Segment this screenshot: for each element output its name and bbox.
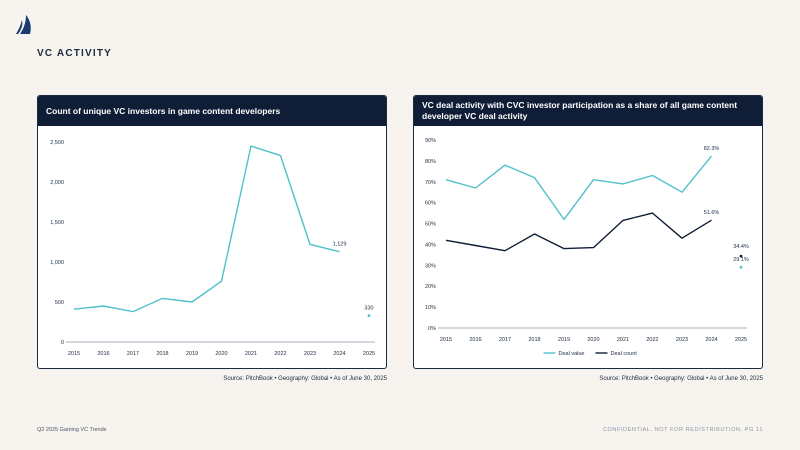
- y-tick-label: 60%: [425, 201, 436, 207]
- x-tick-label: 2020: [215, 351, 227, 357]
- chart-panel-investors: Count of unique VC investors in game con…: [37, 95, 387, 369]
- data-label: 1,129: [333, 242, 347, 248]
- x-tick-label: 2020: [587, 337, 599, 343]
- data-label: 34.4%: [733, 244, 749, 250]
- data-point: [739, 254, 743, 258]
- x-tick-label: 2015: [68, 351, 80, 357]
- chart-panel-cvc-share: VC deal activity with CVC investor parti…: [413, 95, 763, 369]
- data-point: [739, 265, 743, 269]
- legend-label: Deal count: [611, 351, 638, 357]
- legend-label: Deal value: [559, 351, 585, 357]
- footer-report-name: Q2 2025 Gaming VC Trends: [37, 427, 107, 433]
- y-tick-label: 1,000: [50, 260, 64, 266]
- x-tick-label: 2021: [245, 351, 257, 357]
- investors-line-chart: 0 500 1,000 1,500 2,000 2,500 2015 2016 2017 2018…: [50, 140, 375, 357]
- x-tick-label: 2017: [127, 351, 139, 357]
- section-title: VC ACTIVITY: [37, 48, 113, 59]
- x-tick-label: 2023: [304, 351, 316, 357]
- x-tick-label: 2019: [186, 351, 198, 357]
- x-tick-label: 2018: [156, 351, 168, 357]
- x-tick-label: 2022: [646, 337, 658, 343]
- series-line: [445, 155, 713, 221]
- x-tick-label: 2024: [705, 337, 717, 343]
- data-point: [367, 314, 371, 317]
- y-tick-label: 80%: [425, 159, 436, 165]
- y-tick-label: 10%: [425, 305, 436, 311]
- chart-source: Source: PitchBook • Geography: Global • …: [599, 376, 763, 382]
- y-tick-label: 500: [55, 300, 64, 306]
- x-tick-label: 2025: [363, 351, 375, 357]
- cvc-share-line-chart: 0% 10% 20% 30% 40% 50% 60% 70% 80% 90% 2015 2016 201…: [425, 138, 749, 357]
- x-tick-label: 2016: [469, 337, 481, 343]
- data-label: 51.6%: [704, 210, 720, 216]
- x-tick-label: 2018: [528, 337, 540, 343]
- x-tick-label: 2017: [499, 337, 511, 343]
- y-tick-label: 2,000: [50, 180, 64, 186]
- chart-source: Source: PitchBook • Geography: Global • …: [223, 376, 387, 382]
- x-tick-label: 2019: [558, 337, 570, 343]
- x-tick-label: 2021: [617, 337, 629, 343]
- data-label: 330: [364, 306, 373, 312]
- chart-title: Count of unique VC investors in game con…: [38, 96, 386, 126]
- data-label: 82.3%: [704, 146, 720, 152]
- x-tick-label: 2015: [440, 337, 452, 343]
- y-tick-label: 2,500: [50, 140, 64, 146]
- x-tick-label: 2025: [735, 337, 747, 343]
- series-line: [73, 145, 340, 313]
- chart-title: VC deal activity with CVC investor parti…: [414, 96, 762, 126]
- y-tick-label: 1,500: [50, 220, 64, 226]
- footer-confidential: CONFIDENTIAL. NOT FOR REDISTRIBUTION. PG…: [602, 427, 763, 433]
- x-tick-label: 2023: [676, 337, 688, 343]
- y-tick-label: 0%: [428, 326, 436, 332]
- x-tick-label: 2016: [97, 351, 109, 357]
- y-tick-label: 90%: [425, 138, 436, 144]
- data-label: 29.1%: [733, 257, 749, 263]
- y-tick-label: 30%: [425, 263, 436, 269]
- y-tick-label: 50%: [425, 222, 436, 228]
- sail-logo-icon: [16, 15, 31, 34]
- y-tick-label: 40%: [425, 242, 436, 248]
- y-tick-label: 70%: [425, 180, 436, 186]
- series-line: [445, 212, 712, 252]
- x-tick-label: 2024: [333, 351, 345, 357]
- y-tick-label: 0: [61, 340, 64, 346]
- x-tick-label: 2022: [274, 351, 286, 357]
- y-tick-label: 20%: [425, 284, 436, 290]
